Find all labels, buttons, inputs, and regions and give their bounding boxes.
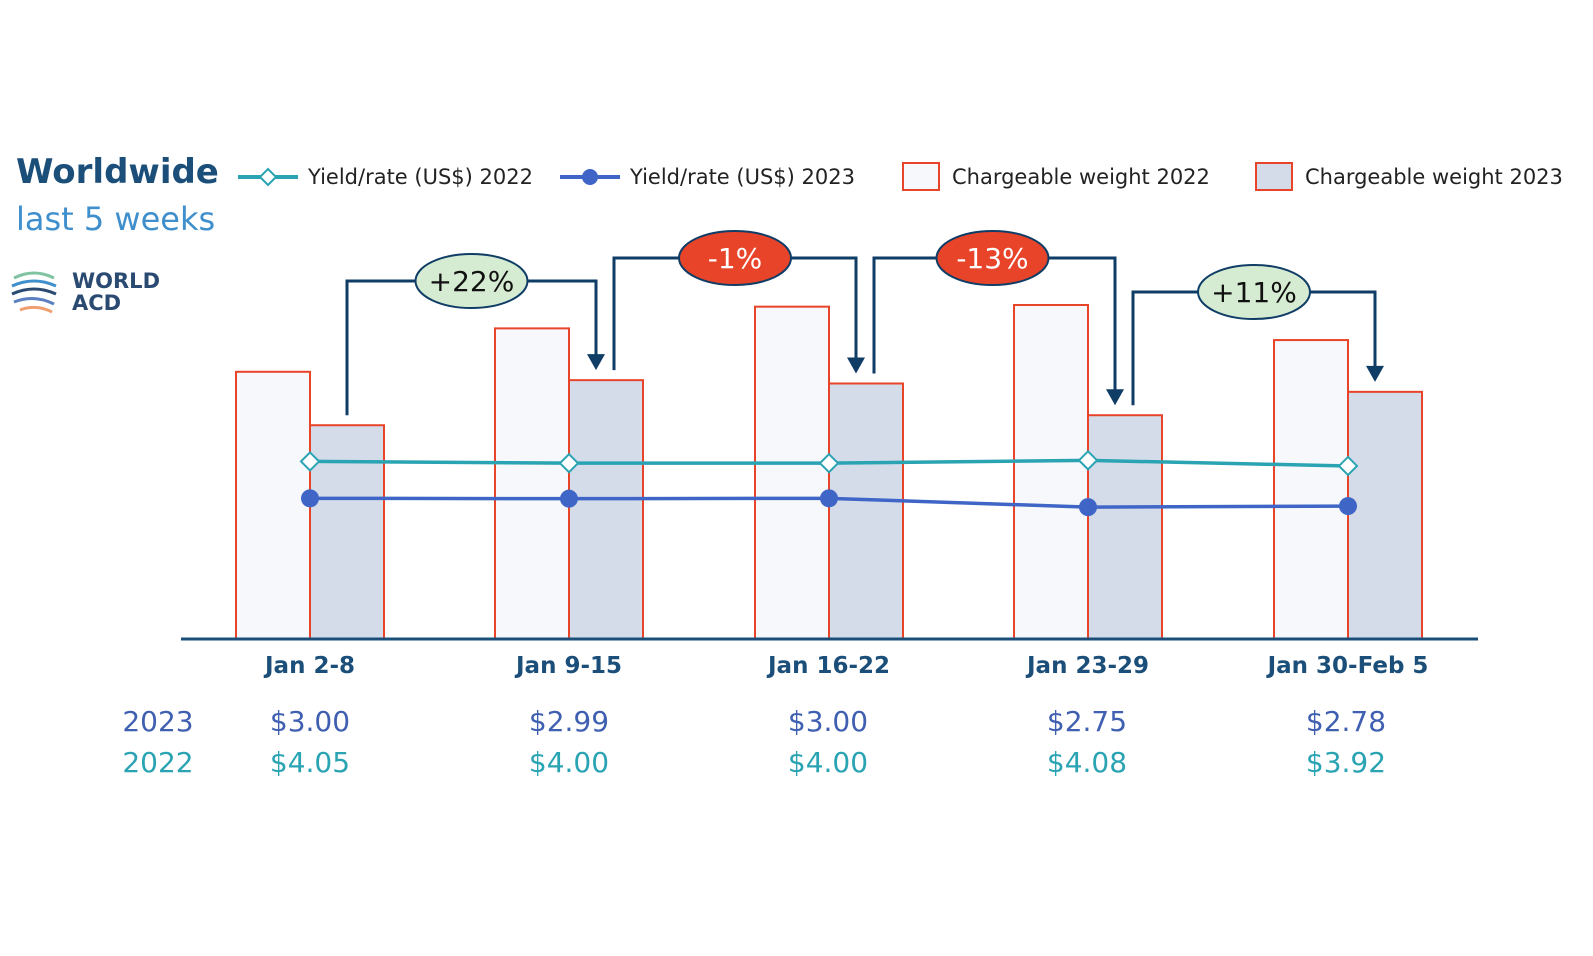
value-2023: $2.75 [1046, 705, 1128, 738]
line-diamond-icon [238, 167, 298, 187]
arrow-head-icon [587, 354, 605, 371]
change-badge-label: -1% [708, 242, 763, 275]
arrow-head-icon [1106, 389, 1124, 406]
change-badge-label: +22% [429, 265, 515, 298]
change-badge [678, 230, 792, 286]
value-2022: $3.92 [1305, 746, 1387, 779]
line-dot-icon [560, 169, 620, 185]
arrow-head-icon [1366, 365, 1384, 382]
chart-subtitle: last 5 weeks [16, 200, 216, 238]
bar-weight-2022 [494, 327, 570, 640]
box-icon [902, 162, 940, 191]
point-yield-2022 [1337, 455, 1359, 477]
legend-label: Chargeable weight 2023 [1305, 165, 1563, 189]
world-acd-logo: WORLD ACD [10, 266, 170, 326]
bar-weight-2023 [568, 379, 644, 640]
change-badge [414, 253, 529, 309]
point-yield-2023 [1079, 498, 1097, 517]
change-badge-label: +11% [1211, 276, 1297, 309]
value-2022: $4.00 [528, 746, 610, 779]
point-yield-2022 [818, 452, 840, 474]
chart-title: Worldwide [16, 152, 219, 192]
bar-weight-2022 [235, 370, 311, 640]
legend-item-yield-2022: Yield/rate (US$) 2022 [238, 160, 533, 194]
bar-weight-2022 [754, 305, 830, 640]
bar-weight-2023 [309, 424, 385, 640]
bar-weight-2022 [1013, 304, 1089, 640]
point-yield-2023 [301, 489, 319, 508]
x-tick-label: Jan 2-8 [263, 653, 355, 679]
legend-label: Yield/rate (US$) 2022 [308, 165, 533, 189]
change-badge [1197, 264, 1311, 320]
x-tick-label: Jan 30-Feb 5 [1266, 653, 1429, 679]
value-2022: $4.05 [269, 746, 351, 779]
value-2023: $3.00 [787, 705, 869, 738]
x-tick-label: Jan 16-22 [766, 653, 890, 679]
value-2022: $4.08 [1046, 746, 1128, 779]
value-2023: $3.00 [269, 705, 351, 738]
value-2023: $2.99 [528, 705, 610, 738]
point-yield-2023 [560, 489, 578, 508]
table-year-2022: 2022 [122, 746, 194, 779]
point-yield-2023 [1339, 497, 1357, 516]
x-tick-label: Jan 23-29 [1025, 653, 1149, 679]
bar-weight-2023 [828, 382, 904, 640]
arrow-head-icon [847, 357, 865, 374]
logo-waves-icon [11, 271, 57, 314]
x-tick-label: Jan 9-15 [514, 653, 622, 679]
bar-weight-2022 [1273, 339, 1349, 640]
bar-weight-2023 [1087, 414, 1163, 640]
point-yield-2023 [820, 489, 838, 508]
logo-text-line1: WORLD [72, 269, 160, 293]
point-yield-2022 [1077, 449, 1099, 471]
change-badge [935, 230, 1050, 286]
value-2023: $2.78 [1305, 705, 1387, 738]
point-yield-2022 [299, 450, 321, 472]
box-icon [1255, 162, 1293, 191]
value-2022: $4.00 [787, 746, 869, 779]
bar-weight-2023 [1347, 390, 1423, 640]
logo-text: WORLD ACD [72, 270, 160, 314]
legend-label: Yield/rate (US$) 2023 [630, 165, 855, 189]
legend-item-weight-2023: Chargeable weight 2023 [1255, 160, 1563, 194]
legend-item-weight-2022: Chargeable weight 2022 [902, 160, 1210, 194]
logo-text-line2: ACD [72, 291, 122, 315]
legend-item-yield-2023: Yield/rate (US$) 2023 [560, 160, 855, 194]
point-yield-2022 [558, 452, 580, 474]
legend-label: Chargeable weight 2022 [952, 165, 1210, 189]
change-badge-label: -13% [956, 242, 1028, 275]
table-year-2023: 2023 [122, 705, 194, 738]
